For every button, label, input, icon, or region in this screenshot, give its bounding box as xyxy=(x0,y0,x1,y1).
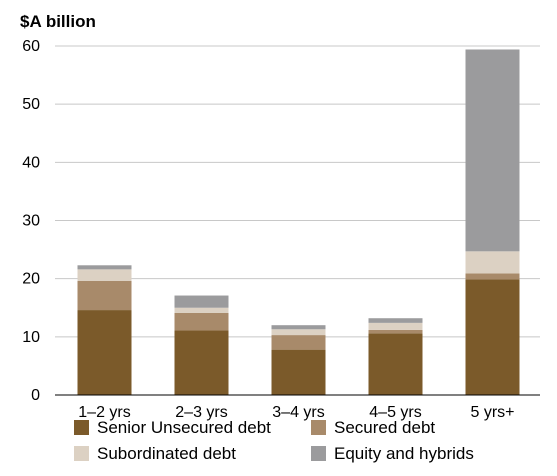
legend-item: Senior Unsecured debt xyxy=(74,418,271,437)
x-tick-label: 5 yrs+ xyxy=(470,404,514,421)
legend-swatch xyxy=(311,446,326,461)
bars xyxy=(77,49,520,395)
legend: Senior Unsecured debt Secured debt Subordi… xyxy=(74,418,474,463)
legend-swatch xyxy=(74,446,89,461)
legend-label: Senior Unsecured debt xyxy=(97,418,271,437)
legend-item: Secured debt xyxy=(311,418,435,437)
y-tick-labels: 0 10 20 30 40 50 60 xyxy=(22,38,40,404)
y-tick-label: 50 xyxy=(22,96,40,113)
legend-item: Equity and hybrids xyxy=(311,444,474,463)
x-tick-label: 2–3 yrs xyxy=(175,404,227,421)
x-tick-label: 3–4 yrs xyxy=(272,404,324,421)
y-tick-label: 0 xyxy=(31,387,40,404)
bar-segment xyxy=(271,325,326,330)
legend-swatch xyxy=(311,420,326,435)
bar-segment xyxy=(368,329,423,334)
bar-segment xyxy=(77,269,132,281)
bar-segment xyxy=(174,312,229,331)
x-tick-label: 4–5 yrs xyxy=(369,404,421,421)
bar-segment xyxy=(368,322,423,330)
bar-segment xyxy=(271,335,326,350)
y-tick-label: 30 xyxy=(22,213,40,230)
y-tick-label: 20 xyxy=(22,271,40,288)
bar-segment xyxy=(77,280,132,311)
x-tick-label: 1–2 yrs xyxy=(78,404,130,421)
bar-segment xyxy=(271,329,326,336)
bar-segment xyxy=(77,265,132,270)
x-tick-labels: 1–2 yrs 2–3 yrs 3–4 yrs 4–5 yrs 5 yrs+ xyxy=(78,404,514,421)
gridlines xyxy=(55,45,540,338)
bar-segment xyxy=(174,295,229,308)
bar-segment xyxy=(465,251,520,274)
bar-segment xyxy=(368,333,423,395)
bar-segment xyxy=(368,318,423,323)
bar-segment xyxy=(271,349,326,395)
legend-item: Subordinated debt xyxy=(74,444,236,463)
bar-segment xyxy=(77,310,132,395)
legend-swatch xyxy=(74,420,89,435)
bar-segment xyxy=(174,330,229,395)
y-tick-label: 10 xyxy=(22,329,40,346)
bar-segment xyxy=(465,273,520,280)
y-tick-label: 40 xyxy=(22,154,40,171)
legend-label: Subordinated debt xyxy=(97,444,236,463)
y-tick-label: 60 xyxy=(22,38,40,55)
bar-segment xyxy=(465,49,520,252)
bar-segment xyxy=(465,279,520,395)
y-unit-label: $A billion xyxy=(20,12,96,31)
bar-segment xyxy=(174,307,229,313)
legend-label: Secured debt xyxy=(334,418,435,437)
legend-label: Equity and hybrids xyxy=(334,444,474,463)
